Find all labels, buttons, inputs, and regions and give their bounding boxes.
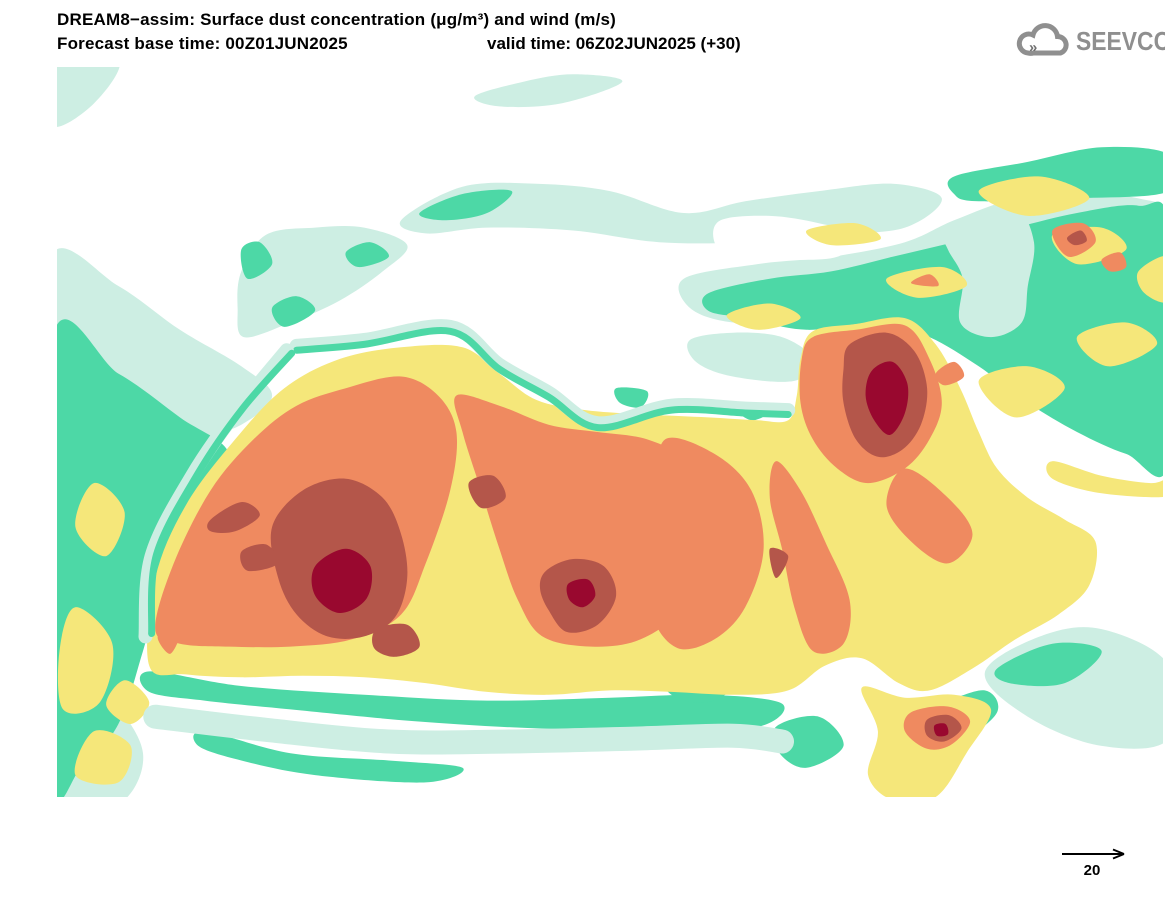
dust-region-mauritania-rust-a (207, 502, 260, 534)
cloud-icon: » (1016, 23, 1069, 56)
dust-region-ethiopia-teal (772, 715, 844, 768)
dust-region-egypt-sudan-orange (652, 437, 764, 650)
dust-region-tassili-rust (468, 475, 506, 509)
map-canvas (57, 67, 1163, 797)
dust-region-cyrenaica-teal (614, 387, 649, 408)
dust-region-asia-big-teal (702, 201, 1163, 478)
logo-text: SEEVCCC (1076, 25, 1165, 56)
dust-region-senegal-orange (157, 630, 181, 654)
dust-region-east-med-pale (687, 332, 814, 382)
forecast-base-time: Forecast base time: 00Z01JUN2025 (57, 34, 348, 53)
dust-region-wafrica-coast-teal-fringe (147, 349, 296, 637)
dust-region-iran-c-yellow (978, 366, 1065, 418)
dust-region-chad-maroon (566, 578, 596, 608)
dust-region-zagros-orange (935, 361, 965, 386)
dust-region-sahel-south-pale-fringe (143, 704, 794, 755)
chart-title: DREAM8−assim: Surface dust concentration… (57, 10, 617, 29)
dust-region-mauritania-rust-b (240, 543, 279, 572)
dust-region-blacksea-ne-yellow (805, 222, 882, 246)
dust-region-med-coast-teal-fringe (293, 327, 792, 432)
dust-region-baltic-pale (474, 74, 623, 108)
dust-region-caucasus-orange (910, 274, 939, 287)
dust-region-redsea-sudan-rust (769, 547, 789, 579)
dust-region-makran-yellow (1046, 461, 1163, 498)
wind-reference-arrow (1062, 848, 1125, 860)
dust-region-uzbek-orange (1101, 252, 1127, 272)
dust-region-guinea-coast-teal (193, 731, 464, 783)
dust-region-centralasia-e-yellow (1136, 256, 1163, 303)
colorbar-legend (180, 838, 1010, 904)
dust-region-iberia-teal-c (240, 241, 273, 280)
svg-text:»: » (1029, 39, 1037, 56)
dust-region-alps-teal (419, 189, 513, 221)
dust-region-atl-yellow-b (57, 607, 114, 714)
dust-region-horn-arabsea-teal (994, 642, 1102, 687)
dust-region-saudi-orange (886, 468, 973, 564)
dust-region-libya-chad-orange (454, 394, 716, 647)
dust-region-topleft-pale (57, 67, 120, 127)
dust-region-iran-e-yellow (1076, 322, 1158, 367)
dust-region-iberia-teal-b (345, 242, 390, 268)
dust-region-sahel-band-teal (139, 671, 785, 730)
dust-region-niger-rust (372, 623, 420, 657)
dust-region-iraq-maroon (865, 361, 909, 436)
dust-region-atl-yellow-c (106, 680, 150, 725)
dust-region-med-coast-pale-fringe (289, 319, 796, 431)
dust-region-caspian-pale-patch (940, 204, 1035, 338)
dust-region-somalia-maroon (933, 723, 949, 737)
dust-region-turkey-yellow (726, 303, 801, 330)
seevccc-logo: » SEEVCCC (1014, 20, 1165, 62)
dust-region-kazakh-yellow (978, 176, 1090, 216)
dust-region-redsea-orange (769, 461, 851, 654)
dust-region-atl-yellow-a (75, 482, 125, 557)
dust-region-aral-rust (1066, 230, 1087, 246)
wind-reference-label: 20 (1083, 862, 1101, 879)
valid-time: valid time: 06Z02JUN2025 (+30) (487, 34, 741, 53)
dust-region-atl-yellow-d (74, 730, 132, 785)
dust-region-iberia-teal-a (271, 296, 316, 327)
dust-region-mali-maroon (311, 548, 373, 614)
